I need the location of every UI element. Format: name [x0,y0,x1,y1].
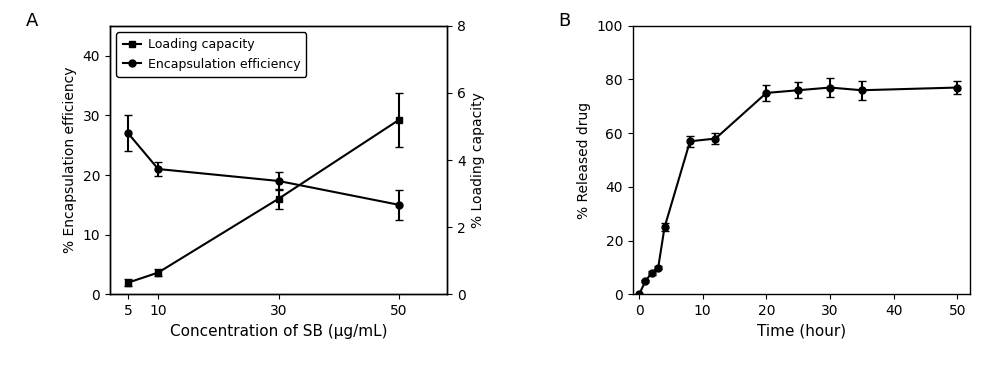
Y-axis label: % Released drug: % Released drug [577,102,591,219]
Text: B: B [559,12,571,30]
Text: A: A [26,12,38,30]
Y-axis label: % Encapsulation efficiency: % Encapsulation efficiency [63,67,77,253]
Legend: Loading capacity, Encapsulation efficiency: Loading capacity, Encapsulation efficien… [116,32,306,77]
X-axis label: Concentration of SB (μg/mL): Concentration of SB (μg/mL) [170,324,387,339]
X-axis label: Time (hour): Time (hour) [757,324,846,339]
Y-axis label: % Loading capacity: % Loading capacity [471,92,485,228]
